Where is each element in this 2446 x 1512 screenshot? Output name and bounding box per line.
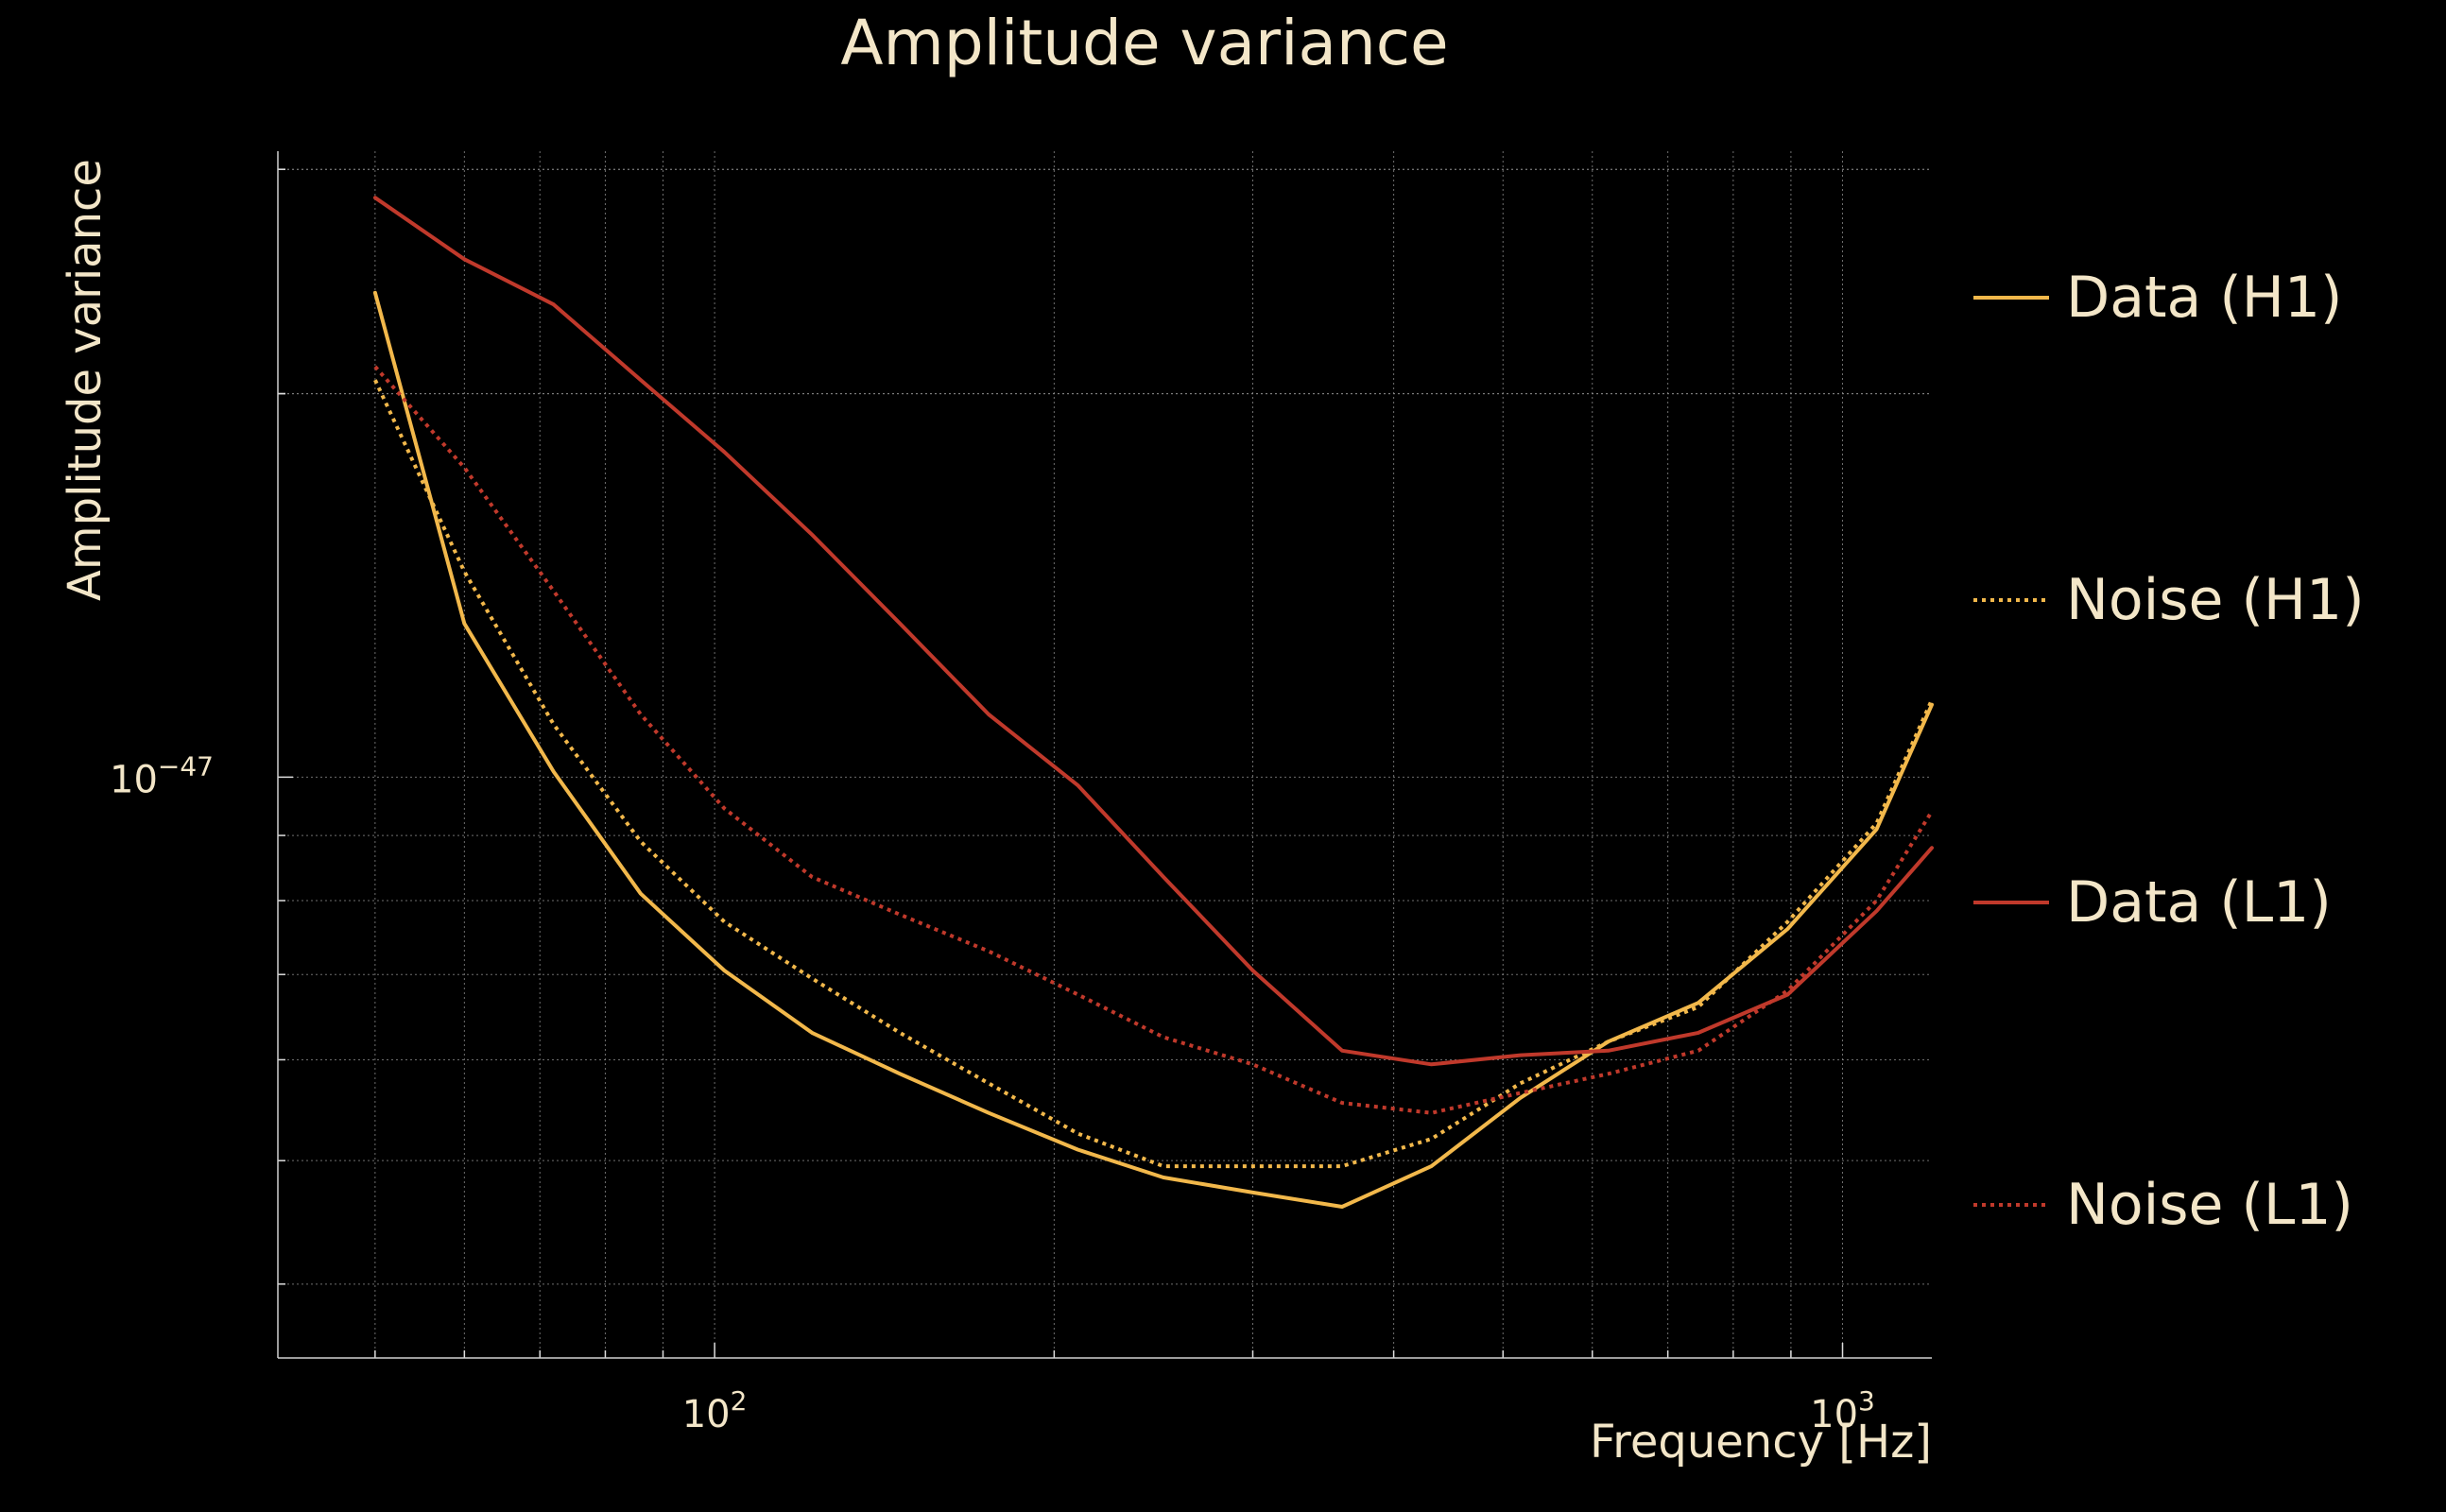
- chart-title: Amplitude variance: [840, 7, 1448, 79]
- x-tick-label: 102: [682, 1385, 748, 1436]
- x-tick-label: 103: [1810, 1385, 1875, 1436]
- y-tick-exponent: −47: [158, 750, 214, 782]
- y-axis-label: Amplitude variance: [59, 159, 112, 601]
- x-tick-exponent: 2: [731, 1385, 748, 1417]
- series-line-data-h1: [372, 290, 1934, 1209]
- series-lines: [372, 196, 1934, 1209]
- legend-label: Noise (L1): [2066, 1172, 2353, 1238]
- series-line-noise-l1: [373, 365, 1934, 1115]
- x-tick-exponent: 3: [1858, 1385, 1875, 1417]
- legend-label: Data (L1): [2066, 869, 2332, 936]
- y-tick-label: 10−47: [110, 750, 214, 801]
- legend: Data (H1) Noise (H1) Data (L1) Noise (L1): [1973, 265, 2365, 1238]
- legend-label: Noise (H1): [2066, 567, 2365, 633]
- y-tick-base: 10: [110, 758, 158, 801]
- series-line-data-l1: [372, 196, 1934, 1067]
- legend-label: Data (H1): [2066, 265, 2342, 331]
- x-axis-label: Frequency [Hz]: [1590, 1416, 1932, 1469]
- x-tick-base: 10: [1810, 1393, 1858, 1436]
- x-tick-base: 10: [682, 1393, 731, 1436]
- grid-lines: [278, 151, 1932, 1358]
